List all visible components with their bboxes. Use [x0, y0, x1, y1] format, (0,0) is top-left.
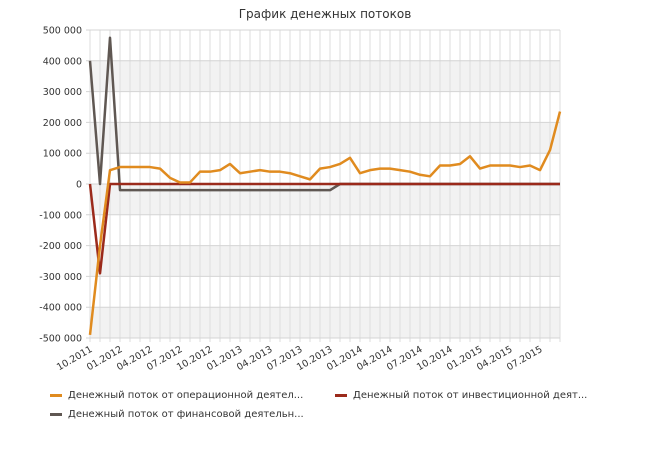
- series-line-0: [88, 111, 562, 336]
- y-tick-label: 500 000: [43, 26, 82, 37]
- y-tick-label: 400 000: [43, 56, 82, 67]
- series-line-1: [88, 182, 560, 275]
- plot-band: [90, 30, 560, 61]
- y-axis-tick-labels: 500 000 400 000 300 000 200 000 100 000 0 -100…: [39, 26, 82, 345]
- y-tick-label: -200 000: [39, 241, 82, 252]
- y-tick-label: 200 000: [43, 118, 82, 129]
- y-tick-label: -500 000: [39, 334, 82, 345]
- legend-label: Денежный поток от операционной деятел...: [68, 390, 304, 401]
- plot-band: [90, 245, 560, 277]
- chart-title: График денежных потоков: [239, 7, 412, 21]
- y-tick-label: -400 000: [39, 303, 82, 314]
- x-axis-tick-labels: 10.201101.201204.201207.201210.201201.20…: [55, 344, 545, 373]
- plot-band: [90, 307, 560, 338]
- legend-item: Денежный поток от инвестиционной деят...: [335, 390, 587, 401]
- legend-swatch: [335, 394, 347, 397]
- legend-swatch: [50, 394, 62, 397]
- y-tick-label: -300 000: [39, 272, 82, 283]
- legend-label: Денежный поток от инвестиционной деят...: [353, 390, 588, 401]
- y-tick-label: -100 000: [39, 210, 82, 221]
- series-lines: [88, 36, 562, 336]
- y-tick-label: 100 000: [43, 149, 82, 160]
- plot-band: [90, 60, 560, 92]
- legend-item: Денежный поток от финансовой деятельн...: [50, 409, 304, 420]
- legend-item: Денежный поток от операционной деятел...: [50, 390, 303, 401]
- y-tick-label: 300 000: [43, 87, 82, 98]
- legend-label: Денежный поток от финансовой деятельн...: [68, 409, 304, 420]
- plot-band: [90, 91, 560, 123]
- legend-swatch: [50, 413, 62, 416]
- plot-band: [90, 276, 560, 308]
- y-tick-label: 0: [76, 180, 82, 191]
- plot-band: [90, 214, 560, 246]
- plot-band: [90, 122, 560, 154]
